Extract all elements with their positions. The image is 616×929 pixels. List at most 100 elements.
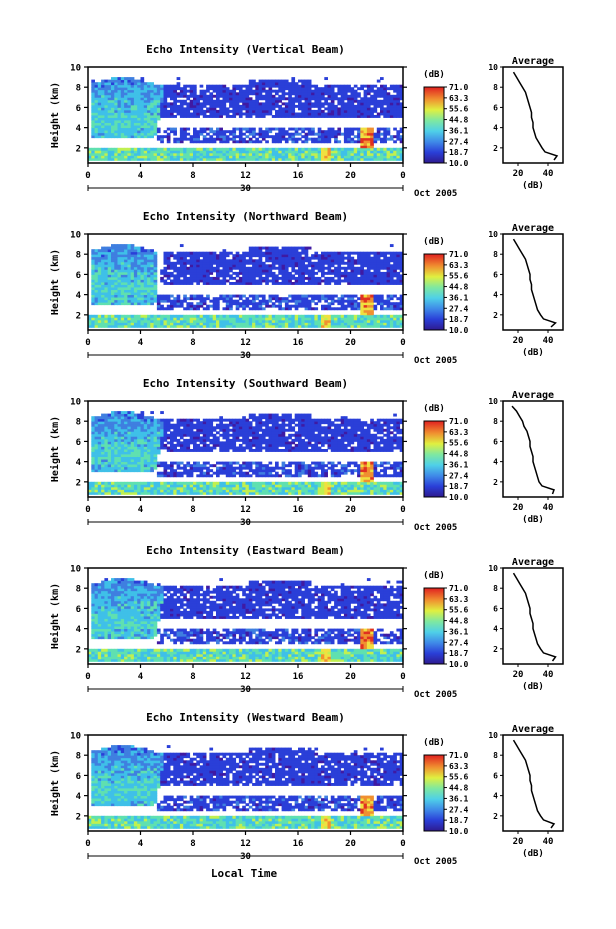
heatmap-cell (127, 97, 132, 101)
heatmap-cell (111, 92, 115, 96)
heatmap-cell (111, 259, 115, 263)
heatmap-cell (242, 251, 246, 255)
heatmap-cell (143, 274, 148, 278)
heatmap-cell (114, 411, 118, 415)
heatmap-cell (324, 294, 328, 298)
heatmap-cell (327, 157, 332, 161)
heatmap-cell (117, 79, 122, 83)
heatmap-cell (140, 135, 145, 139)
heatmap-cell (124, 426, 128, 430)
heatmap-cell (288, 319, 292, 323)
heatmap-cell (107, 79, 112, 83)
heatmap-cell (163, 87, 168, 91)
heatmap-cell (252, 276, 256, 280)
heatmap-cell (245, 302, 250, 306)
heatmap-cell (357, 155, 361, 159)
heatmap-cell (140, 433, 145, 437)
heatmap-cell (111, 132, 115, 136)
heatmap-cell (114, 418, 118, 422)
heatmap-cell (252, 314, 256, 318)
heatmap-cell (189, 261, 194, 265)
heatmap-cell (179, 304, 184, 308)
heatmap-cell (219, 130, 223, 134)
heatmap-cell (330, 307, 335, 311)
heatmap-cell (350, 304, 355, 308)
heatmap-cell (321, 102, 325, 106)
heatmap-cell (360, 307, 364, 311)
heatmap-cell (393, 135, 397, 139)
heatmap-cell (317, 256, 322, 260)
heatmap-cell (120, 87, 125, 91)
heatmap-cell (127, 120, 132, 124)
heatmap-cell (114, 428, 118, 432)
heatmap-cell (186, 147, 191, 151)
heatmap-cell (304, 87, 309, 91)
heatmap-cell (199, 324, 204, 328)
heatmap-cell (314, 264, 319, 268)
heatmap-cell (143, 486, 148, 490)
heatmap-cell (127, 451, 132, 455)
heatmap-cell (229, 314, 233, 318)
heatmap-cell (114, 254, 118, 258)
heatmap-cell (278, 314, 282, 318)
heatmap-cell (193, 259, 197, 263)
heatmap-cell (261, 261, 266, 265)
heatmap-cell (327, 137, 332, 141)
heatmap-cell (248, 271, 253, 275)
heatmap-cell (288, 84, 292, 88)
heatmap-cell (147, 491, 151, 495)
heatmap-cell (124, 259, 128, 263)
heatmap-cell (186, 109, 191, 113)
heatmap-cell (366, 145, 371, 149)
heatmap-cell (127, 107, 132, 111)
heatmap-cell (107, 456, 112, 460)
heatmap-cell (140, 466, 145, 470)
heatmap-cell (127, 484, 132, 488)
heatmap-cell (156, 130, 161, 134)
heatmap-cell (317, 279, 322, 283)
heatmap-cell (114, 269, 118, 273)
heatmap-cell (130, 256, 135, 260)
heatmap-cell (130, 484, 135, 488)
heatmap-cell (117, 438, 122, 442)
heatmap-cell (330, 87, 335, 91)
heatmap-cell (156, 317, 161, 321)
heatmap-cell (373, 266, 378, 270)
heatmap-cell (143, 481, 148, 485)
heatmap-cell (347, 157, 351, 161)
heatmap-cell (330, 112, 335, 116)
heatmap-cell (366, 264, 371, 268)
heatmap-cell (321, 130, 325, 134)
heatmap-cell (245, 282, 250, 285)
heatmap-cell (248, 152, 253, 156)
heatmap-cell (380, 137, 384, 141)
heatmap-cell (275, 246, 279, 250)
heatmap-cell (193, 269, 197, 273)
heatmap-cell (383, 107, 387, 111)
heatmap-cell (291, 152, 296, 156)
heatmap-cell (219, 152, 223, 156)
heatmap-cell (278, 99, 282, 103)
heatmap-cell (278, 87, 282, 91)
heatmap-cell (124, 266, 128, 270)
heatmap-cell (114, 436, 118, 440)
average-frame (502, 233, 564, 331)
heatmap-cell (91, 322, 95, 326)
heatmap-cell (196, 112, 200, 116)
heatmap-cell (386, 104, 391, 108)
colorbar (423, 253, 445, 331)
heatmap-cell (261, 314, 266, 318)
heatmap-cell (212, 99, 217, 103)
colorbar-tick-label: 27.4 (449, 304, 468, 313)
heatmap-cell (353, 304, 358, 308)
heatmap-cell (97, 461, 102, 465)
heatmap-cell (147, 426, 151, 430)
heatmap-cell (97, 264, 102, 268)
heatmap-cell (278, 251, 282, 255)
heatmap-cell (120, 246, 125, 250)
x-tick-label: 0 (85, 338, 90, 348)
heatmap-cell (288, 89, 292, 93)
heatmap-cell (327, 254, 332, 258)
heatmap-cell (337, 109, 342, 113)
panel-2: Echo Intensity (Northward Beam)246810Hei… (49, 210, 564, 366)
